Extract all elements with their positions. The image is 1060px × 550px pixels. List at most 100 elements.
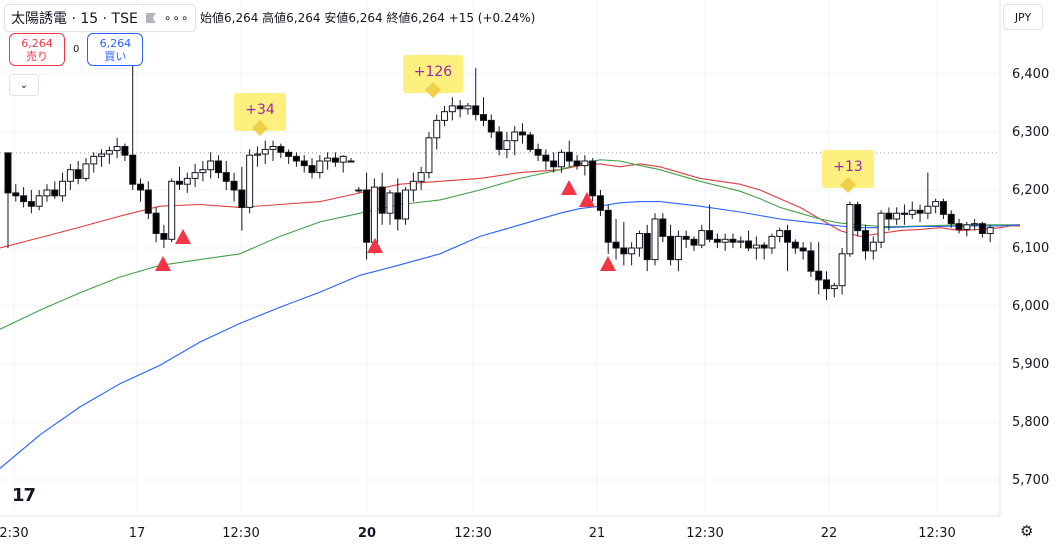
candle xyxy=(760,242,768,260)
candle-body xyxy=(877,212,885,243)
candle-body xyxy=(292,155,300,162)
candle xyxy=(495,126,503,156)
candle-body xyxy=(113,146,121,152)
candle xyxy=(277,143,285,159)
candle-body xyxy=(464,105,472,110)
time-tick-label: 12:30 xyxy=(686,526,723,541)
candle xyxy=(557,149,565,173)
signal-badge: +126 xyxy=(403,55,463,98)
candle xyxy=(20,187,28,208)
price-axis[interactable]: 6,400 6,300 6,200 6,100 6,000 5,900 5,800 5,700 xyxy=(1012,67,1049,488)
candle-body xyxy=(682,235,690,240)
candle-body xyxy=(277,146,285,153)
candle-body xyxy=(370,186,378,243)
candle xyxy=(667,224,675,266)
candle-body xyxy=(160,233,168,240)
candle-body xyxy=(20,195,28,203)
signal-triangle xyxy=(600,256,616,271)
candle-body xyxy=(908,209,916,215)
candle xyxy=(877,210,885,248)
chevron-down-icon[interactable]: ⌄ xyxy=(9,74,39,96)
candle xyxy=(511,126,519,156)
buy-button[interactable]: 6,264 買い xyxy=(87,33,144,66)
candle xyxy=(971,219,979,231)
candle-body xyxy=(916,209,924,214)
candle-body xyxy=(947,213,955,225)
candle xyxy=(417,166,425,190)
candle xyxy=(207,152,215,179)
candle xyxy=(199,161,207,182)
price-tick-label: 5,800 xyxy=(1012,415,1049,430)
candle xyxy=(347,158,355,163)
price-tick-label: 6,000 xyxy=(1012,299,1049,314)
candle xyxy=(425,132,433,179)
candle-body xyxy=(331,157,339,163)
candle xyxy=(939,198,947,219)
currency-button[interactable]: JPY xyxy=(1003,4,1043,30)
candle-body xyxy=(137,183,145,191)
candle xyxy=(480,97,488,127)
candle xyxy=(261,140,269,164)
time-tick-label: 20 xyxy=(358,526,376,541)
candle xyxy=(308,158,316,179)
sell-button[interactable]: 6,264 売り xyxy=(9,33,65,66)
time-axis[interactable]: 2:30 17 12:30 20 12:30 21 12:30 22 12:30 xyxy=(0,526,956,541)
candle-body xyxy=(542,154,550,162)
candle xyxy=(331,152,339,167)
candle-body xyxy=(698,230,706,246)
badge-label: +126 xyxy=(414,64,453,80)
candle-body xyxy=(152,212,160,234)
candle xyxy=(448,97,456,121)
signal-triangle xyxy=(561,180,577,195)
candle xyxy=(339,155,347,173)
candle xyxy=(230,172,238,202)
candle-body xyxy=(378,186,386,214)
flag-icon[interactable] xyxy=(145,13,156,23)
candle-body xyxy=(168,180,176,240)
candle xyxy=(363,172,371,260)
price-tick-label: 6,300 xyxy=(1012,125,1049,140)
symbol-box[interactable]: 太陽誘電 · 15 · TSE ∘∘∘ xyxy=(4,4,197,32)
ohlc-values: 始値6,264 高値6,264 安値6,264 終値6,264 +15 (+0.… xyxy=(200,7,535,27)
candle-body xyxy=(98,153,106,157)
candle-body xyxy=(776,230,784,237)
candle xyxy=(238,166,246,231)
candle xyxy=(253,146,261,167)
candle xyxy=(105,146,113,164)
sell-label: 売り xyxy=(26,49,48,63)
candle xyxy=(300,155,308,173)
ohlc-text: 始値6,264 高値6,264 安値6,264 終値6,264 +15 (+0.… xyxy=(200,10,536,25)
candle xyxy=(986,224,994,243)
candle-body xyxy=(628,247,636,255)
candle xyxy=(706,204,714,243)
candle-body xyxy=(869,241,877,252)
candle-body xyxy=(674,235,682,261)
candle-body xyxy=(955,223,963,230)
candle xyxy=(550,152,558,173)
candle xyxy=(807,242,815,277)
candle-body xyxy=(105,150,113,155)
candle xyxy=(292,152,300,167)
candle-body xyxy=(830,285,838,290)
settings-icon[interactable]: ⚙ xyxy=(1020,522,1034,540)
candle xyxy=(861,224,869,260)
candle-body xyxy=(175,180,183,185)
candle xyxy=(924,172,932,219)
candle xyxy=(885,207,893,231)
candle-body xyxy=(721,238,729,243)
candle-body xyxy=(324,157,332,162)
candle xyxy=(900,204,908,225)
candle-body xyxy=(417,172,425,182)
candle-body xyxy=(573,160,581,167)
candle-body xyxy=(183,177,191,185)
candle xyxy=(698,224,706,248)
candle-body xyxy=(511,131,519,142)
candle xyxy=(534,143,542,161)
more-icon[interactable]: ∘∘∘ xyxy=(163,11,190,25)
candle-body xyxy=(924,205,932,214)
candle xyxy=(409,172,417,202)
tradingview-logo-icon[interactable]: 17 xyxy=(12,485,36,506)
candle-body xyxy=(43,189,51,197)
candle xyxy=(441,105,449,127)
